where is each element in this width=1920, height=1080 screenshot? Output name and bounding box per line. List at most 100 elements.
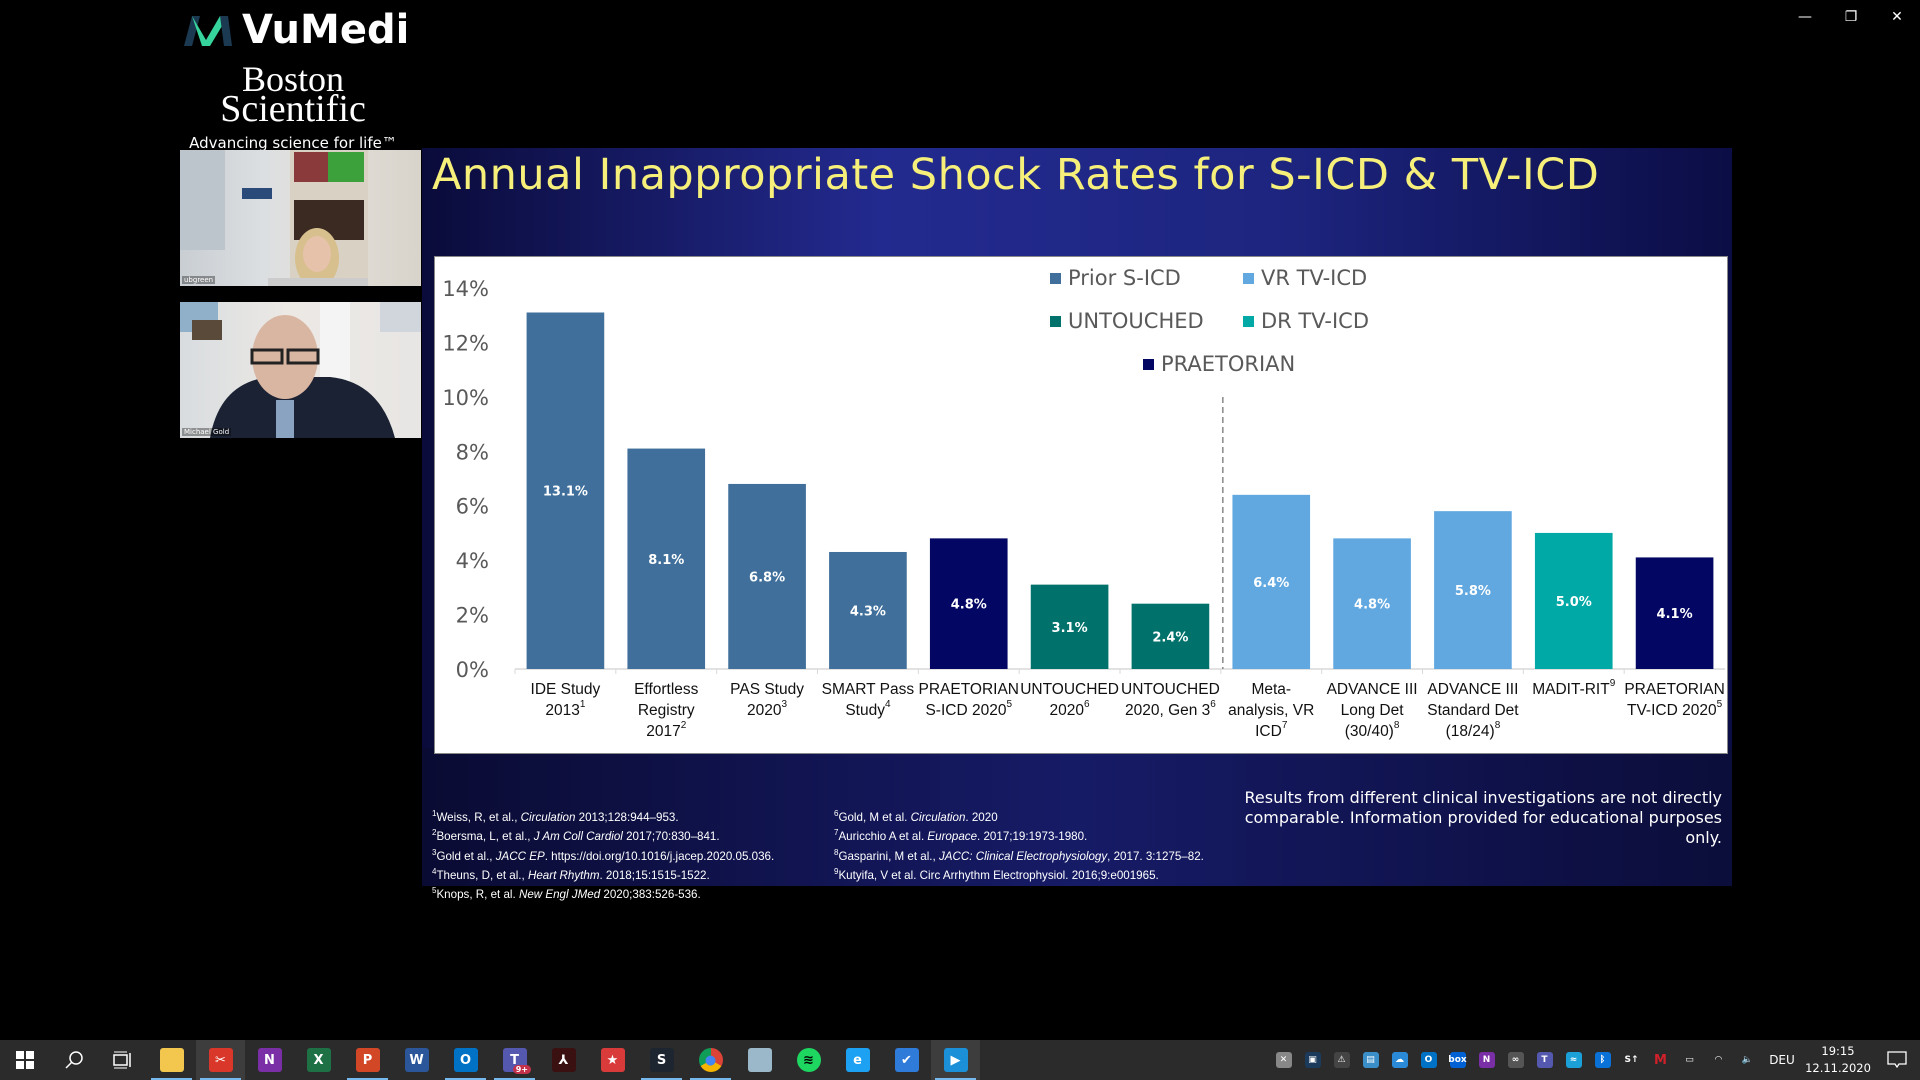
x-category-label: Effortless [634,681,699,698]
minimize-button[interactable]: — [1798,9,1812,25]
onedrive-icon: ☁ [1391,1052,1408,1068]
x-category-label: PRAETORIAN [919,681,1020,698]
creative-cloud-icon: ∞ [1507,1052,1524,1068]
vumedi-mark-icon [184,16,232,46]
references-right: 6Gold, M et al. Circulation. 2020 7Auricc… [834,806,1204,883]
tray-item[interactable]: ☁ [1385,1040,1414,1080]
x-category-label: analysis, VR [1228,702,1314,719]
x-category-label: 20172 [646,720,686,740]
cisco-icon: ≈ [1565,1052,1582,1068]
bar-data-label: 6.8% [749,570,785,585]
participant-video-2[interactable]: Michael Gold [180,302,421,438]
tray-item[interactable]: ▤ [1356,1040,1385,1080]
y-tick-label: 14% [442,277,489,301]
bar-data-label: 2.4% [1152,630,1188,645]
taskbar-app-outlook[interactable]: O [441,1040,490,1080]
participant-1-scene [180,150,368,286]
tray-item[interactable]: O [1414,1040,1443,1080]
running-indicator [151,1078,192,1080]
taskbar-app-acrobat-reader[interactable]: ⅄ [539,1040,588,1080]
reference-item: 7Auricchio A et al. Europace. 2017;19:19… [834,828,1088,844]
network-drive-icon: ✕ [1275,1052,1292,1068]
tray-item[interactable]: M [1646,1040,1675,1080]
branding: VuMedi Boston Scientific Advancing scien… [178,10,418,152]
taskbar-app-onenote[interactable]: N [245,1040,294,1080]
taskbar-app-chrome[interactable]: ● [686,1040,735,1080]
tray-item[interactable]: ᛒ [1588,1040,1617,1080]
taskbar-app-snipping-tool[interactable]: ✂ [196,1040,245,1080]
tray-item[interactable]: 🔈 [1733,1040,1762,1080]
bar [829,551,907,669]
legend-label: PRAETORIAN [1161,352,1295,376]
action-center-button[interactable] [1874,1040,1920,1080]
tray-item[interactable]: T [1530,1040,1559,1080]
taskbar-app-video-player[interactable]: ▶ [931,1040,980,1080]
taskbar-app-excel[interactable]: X [294,1040,343,1080]
legend-label: UNTOUCHED [1068,309,1204,333]
tray-item[interactable]: box [1443,1040,1472,1080]
taskbar-app-file-explorer[interactable] [147,1040,196,1080]
taskbar-apps: ✂ N X P W O T 9+ ⅄ ★ S ● ≋ e ✔ ▶ [147,1040,980,1080]
update-icon: S↑ [1623,1052,1640,1068]
bar [1635,557,1714,669]
sponsor-line-1: Boston [241,59,345,99]
taskbar-app-bookmarks[interactable]: ★ [588,1040,637,1080]
footnote-superscript: 2 [681,720,687,731]
todo-icon: ✔ [894,1048,919,1072]
clock[interactable]: 19:15 12.11.2020 [1802,1043,1874,1077]
taskbar-app-internet-explorer[interactable]: e [833,1040,882,1080]
tray-item[interactable]: ▣ [1298,1040,1327,1080]
bar-data-label: 13.1% [543,485,588,500]
bar [1030,584,1109,669]
tray-item[interactable]: N [1472,1040,1501,1080]
onenote-clip-icon: N [1478,1052,1495,1068]
restore-button[interactable]: ❐ [1844,9,1858,25]
tray-item[interactable]: ◠ [1704,1040,1733,1080]
footnote-superscript: 8 [1495,720,1501,731]
bar-data-label: 5.8% [1455,584,1491,599]
chart-container: 0% 2% 4% 6% 8% 10% 12% 14% 13.1% IDE Study 20131 8.… [434,256,1728,754]
bar [929,538,1008,669]
search-icon [64,1051,83,1069]
onenote-icon: N [257,1048,282,1072]
journal-name: J Am Coll Cardiol [533,830,623,844]
x-category-label: 20203 [747,699,787,719]
taskbar-app-powerpoint[interactable]: P [343,1040,392,1080]
bar [627,448,706,669]
taskbar-app-s-app[interactable]: S [637,1040,686,1080]
powerpoint-icon: P [355,1048,380,1072]
tray-item[interactable]: S↑ [1617,1040,1646,1080]
taskbar-app-notes[interactable] [735,1040,784,1080]
tray-item[interactable]: ≈ [1559,1040,1588,1080]
taskbar-app-to-do[interactable]: ✔ [882,1040,931,1080]
tray-item[interactable]: ✕ [1269,1040,1298,1080]
y-tick-label: 2% [456,604,489,628]
legend-label: Prior S-ICD [1068,266,1181,290]
tray-item[interactable]: ⚠ [1327,1040,1356,1080]
bar-data-label: 8.1% [648,553,684,568]
x-category-label: Study4 [845,699,891,719]
participant-video-1[interactable]: ubgreen [180,150,421,286]
legend-swatch [1243,316,1254,327]
start-button[interactable] [0,1040,49,1080]
journal-name: Circulation [520,810,576,824]
bar-data-label: 3.1% [1052,621,1088,636]
clock-time: 19:15 [1821,1044,1855,1058]
search-button[interactable] [49,1040,98,1080]
close-button[interactable]: ✕ [1891,9,1903,25]
task-view-button[interactable] [98,1040,147,1080]
windows-logo-icon [15,1051,34,1069]
running-indicator [445,1078,486,1080]
footnote-superscript: 3 [782,699,788,710]
x-category-label: S-ICD 20205 [925,699,1012,719]
reference-number: 7 [834,828,839,838]
x-category-label: UNTOUCHED [1020,681,1119,698]
word-icon: W [404,1048,429,1072]
taskbar-app-word[interactable]: W [392,1040,441,1080]
tray-item[interactable]: ▭ [1675,1040,1704,1080]
input-language[interactable]: DEU [1769,1053,1795,1067]
journal-name: JACC EP [495,849,545,863]
taskbar-app-spotify[interactable]: ≋ [784,1040,833,1080]
taskbar-app-teams[interactable]: T 9+ [490,1040,539,1080]
tray-item[interactable]: ∞ [1501,1040,1530,1080]
